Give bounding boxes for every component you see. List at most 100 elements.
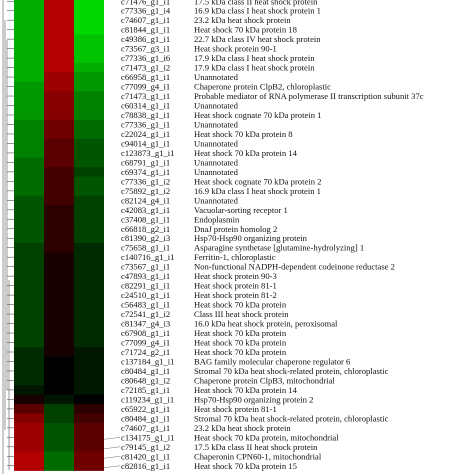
row-id-label: c75658_g1_i1 bbox=[121, 243, 170, 253]
row-name-label: Heat shock protein 90-3 bbox=[194, 271, 277, 281]
heatmap-cell-r39-c1 bbox=[44, 366, 74, 377]
row-name-label: Chaperonin CPN60-1, mitochondrial bbox=[194, 451, 322, 461]
heatmap-cell-r18-c2 bbox=[74, 167, 104, 178]
row-id-label: c80484_g1_i1 bbox=[121, 366, 170, 376]
heatmap-cell-r22-c2 bbox=[74, 205, 104, 215]
leader-line bbox=[103, 437, 121, 440]
heatmap-cell-r46-c1 bbox=[44, 432, 74, 443]
heatmap-cell-r35-c2 bbox=[74, 328, 104, 339]
row-id-label: c77099_g4_i1 bbox=[121, 338, 170, 348]
heatmap-cell-r1-c0 bbox=[14, 5, 44, 16]
heatmap-cell-r2-c1 bbox=[44, 15, 74, 26]
heatmap-cell-r22-c0 bbox=[14, 205, 44, 215]
heatmap-cell-r11-c1 bbox=[44, 100, 74, 111]
row-id-label: c77336_g1_i6 bbox=[121, 53, 171, 63]
heatmap-cell-r25-c2 bbox=[74, 233, 104, 244]
row-name-label: Heat shock 70 kDa protein bbox=[194, 300, 287, 310]
heatmap-cell-r28-c1 bbox=[44, 261, 74, 272]
row-id-label: c71724_g2_i1 bbox=[121, 347, 170, 357]
row-name-label: Heat shock 70 kDa protein, mitochondrial bbox=[194, 432, 339, 442]
heatmap-cell-r7-c2 bbox=[74, 62, 104, 73]
heatmap-cell-r40-c1 bbox=[44, 375, 74, 386]
heatmap-cell-r30-c2 bbox=[74, 280, 104, 291]
heatmap-cell-r5-c2 bbox=[74, 43, 104, 54]
heatmap-cell-r17-c1 bbox=[44, 157, 74, 168]
heatmap-cell-r41-c2 bbox=[74, 385, 104, 396]
heatmap-cell-r42-c1 bbox=[44, 394, 74, 405]
row-name-label: Hsp70-Hsp90 organizing protein 2 bbox=[194, 394, 313, 404]
heatmap-cell-r47-c1 bbox=[44, 442, 74, 452]
heatmap-cell-r26-c2 bbox=[74, 242, 104, 253]
heatmap-cell-r22-c1 bbox=[44, 205, 74, 215]
row-name-label: Unannotated bbox=[194, 72, 239, 82]
heatmap-cell-r38-c2 bbox=[74, 356, 104, 367]
row-id-label: c69374_g1_i1 bbox=[121, 167, 170, 177]
heatmap-cell-r13-c0 bbox=[14, 119, 44, 130]
row-id-label: c80484_g1_i1 bbox=[121, 413, 170, 423]
heatmap-cell-r24-c1 bbox=[44, 224, 74, 234]
row-id-label: c82291_g1_i1 bbox=[121, 281, 170, 291]
row-name-label: Chaperone protein ClpB3, mitochondrial bbox=[194, 375, 335, 385]
heatmap-cell-r20-c0 bbox=[14, 186, 44, 196]
row-id-label: c81844_g1_i1 bbox=[121, 25, 170, 35]
row-id-label: c60314_g1_i1 bbox=[121, 101, 170, 111]
heatmap-cell-r42-c0 bbox=[14, 394, 44, 405]
heatmap-cell-r8-c1 bbox=[44, 72, 74, 83]
row-name-label: Probable mediator of RNA polymerase II t… bbox=[194, 91, 424, 101]
row-id-label: c71476_g1_i1 bbox=[121, 0, 170, 6]
row-name-label: 17.9 kDa class I heat shock protein bbox=[194, 53, 315, 63]
dendrogram bbox=[2, 0, 121, 474]
row-id-label: c73567_g1_i1 bbox=[121, 262, 170, 272]
heatmap-cell-r8-c0 bbox=[14, 72, 44, 83]
heatmap-cell-r31-c0 bbox=[14, 290, 44, 301]
heatmap-cell-r16-c1 bbox=[44, 148, 74, 159]
heatmap-cell-r24-c2 bbox=[74, 224, 104, 234]
heatmap-cell-r43-c2 bbox=[74, 404, 104, 415]
row-name-label: Unannotated bbox=[194, 138, 239, 148]
row-id-label: c123873_g1_i1 bbox=[121, 148, 174, 158]
heatmap-cell-r3-c2 bbox=[74, 24, 104, 35]
heatmap-cell-r43-c0 bbox=[14, 404, 44, 415]
row-name-label: Chaperone protein ClpB2, chloroplastic bbox=[194, 82, 331, 92]
heatmap-cell-r9-c1 bbox=[44, 81, 74, 92]
row-id-label: c77336_g1_i1 bbox=[121, 119, 170, 129]
heatmap-cell-r13-c1 bbox=[44, 119, 74, 130]
heatmap-cell-r5-c1 bbox=[44, 43, 74, 54]
heatmap-cell-r14-c0 bbox=[14, 129, 44, 140]
heatmap-cell-r19-c1 bbox=[44, 176, 74, 187]
heatmap-cell-r32-c1 bbox=[44, 299, 74, 310]
heatmap-cell-r25-c1 bbox=[44, 233, 74, 244]
heatmap-cell-r6-c0 bbox=[14, 53, 44, 64]
row-id-label: c72185_g1_i1 bbox=[121, 385, 170, 395]
heatmap-cell-r20-c2 bbox=[74, 186, 104, 196]
heatmap-cell-r48-c2 bbox=[74, 451, 104, 462]
row-id-label: c119234_g1_i1 bbox=[121, 394, 174, 404]
row-name-label: BAG family molecular chaperone regulator… bbox=[194, 356, 351, 366]
heatmap-cell-r29-c0 bbox=[14, 271, 44, 282]
heatmap-cell-r36-c0 bbox=[14, 337, 44, 348]
heatmap-cell-r45-c0 bbox=[14, 423, 44, 433]
row-name-label: 17.9 kDa class I heat shock protein bbox=[194, 63, 315, 73]
row-name-label: Hsp70-Hsp90 organizing protein bbox=[194, 233, 308, 243]
heatmap-cell-r47-c0 bbox=[14, 442, 44, 452]
heatmap-cell-r43-c1 bbox=[44, 404, 74, 415]
heatmap-cell-r6-c2 bbox=[74, 53, 104, 64]
row-name-label: 16.9 kDa class I heat shock protein 1 bbox=[194, 6, 321, 16]
row-name-label: Heat shock protein 90-1 bbox=[194, 44, 277, 54]
heatmap-cell-r10-c2 bbox=[74, 91, 104, 102]
heatmap-cell-r20-c1 bbox=[44, 186, 74, 196]
heatmap-cell-r2-c2 bbox=[74, 15, 104, 26]
heatmap-cell-r27-c0 bbox=[14, 252, 44, 263]
row-name-label: Heat shock 70 kDa protein bbox=[194, 328, 287, 338]
heatmap-cell-r15-c2 bbox=[74, 138, 104, 149]
heatmap-cell-r45-c1 bbox=[44, 423, 74, 433]
row-name-label: Endoplasmin bbox=[194, 214, 240, 224]
leader-line bbox=[103, 446, 121, 450]
row-id-label: c73567_g3_i1 bbox=[121, 44, 170, 54]
heatmap-cell-r41-c0 bbox=[14, 385, 44, 396]
heatmap-cell-r23-c0 bbox=[14, 214, 44, 225]
heatmap-cell-r35-c0 bbox=[14, 328, 44, 339]
row-id-label: c77099_g4_i1 bbox=[121, 82, 170, 92]
heatmap-cell-r14-c1 bbox=[44, 129, 74, 140]
row-name-label: Heat shock protein 81-1 bbox=[194, 404, 277, 414]
